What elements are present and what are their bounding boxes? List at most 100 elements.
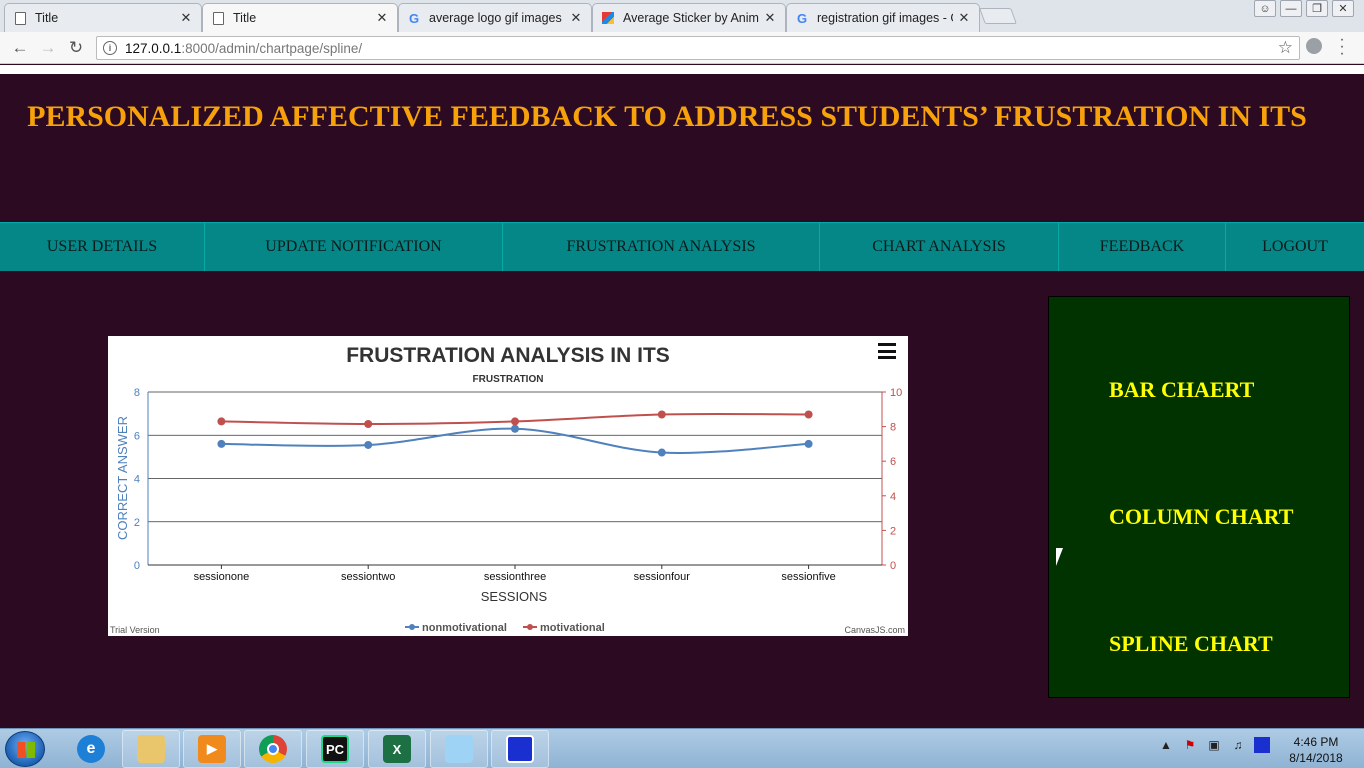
data-point-motivational [217, 417, 226, 426]
windows-logo-icon [17, 742, 35, 758]
browser-tab-1[interactable]: Title ✕ [4, 3, 202, 32]
y-right-tick-label: 4 [890, 491, 896, 503]
browser-tab-4[interactable]: Average Sticker by Anima ✕ [592, 3, 786, 32]
show-hidden-icons-icon[interactable]: ▲ [1160, 738, 1172, 752]
start-button[interactable] [5, 731, 45, 767]
legend-item-motivational[interactable]: motivational [540, 622, 605, 634]
data-point-nonmotivational [511, 424, 519, 433]
main-nav: USER DETAILS UPDATE NOTIFICATION FRUSTRA… [0, 222, 1364, 271]
data-point-motivational [657, 410, 666, 419]
clock[interactable]: 4:46 PM 8/14/2018 [1280, 734, 1352, 766]
nav-logout[interactable]: LOGOUT [1262, 238, 1328, 255]
chart-series [217, 410, 813, 457]
app-window-icon[interactable] [491, 730, 549, 768]
y-left-tick-label: 0 [134, 560, 140, 572]
data-point-nonmotivational [217, 439, 226, 448]
x-tick-label: sessionfour [634, 571, 691, 583]
close-icon[interactable]: ✕ [764, 10, 776, 25]
back-arrow-icon[interactable]: ← [11, 38, 29, 57]
clock-time: 4:46 PM [1293, 735, 1339, 749]
y-left-tick-label: 2 [134, 517, 140, 529]
app-tray-icon[interactable] [1254, 737, 1270, 753]
spline-chart-link[interactable]: SPLINE CHART [1109, 631, 1273, 656]
bar-chart-link[interactable]: BAR CHAERT [1109, 377, 1255, 402]
forward-arrow-icon[interactable]: → [39, 38, 57, 57]
nav-feedback[interactable]: FEEDBACK [1059, 223, 1226, 271]
y-right-tick-label: 2 [890, 525, 896, 537]
sticker-icon [601, 11, 615, 25]
system-tray: ▲ ⚑ ▣ ♫ [1158, 737, 1270, 753]
restore-icon[interactable]: ❐ [1306, 0, 1328, 17]
new-tab-button[interactable] [979, 8, 1017, 24]
chart-canvas: 0 2 4 6 8 0 2 4 6 8 10 sessionone sessiontwo sessiont… [110, 344, 905, 635]
notepad-icon[interactable] [430, 730, 488, 768]
browser-toolbar: ← → ↻ i 127.0.0.1:8000/admin/chartpage/s… [0, 32, 1364, 64]
browser-menu-icon[interactable]: · · · [1339, 31, 1345, 62]
media-player-icon[interactable]: ▶ [183, 730, 241, 768]
y-left-tick-label: 6 [134, 430, 140, 442]
close-window-icon[interactable]: ✕ [1332, 0, 1354, 17]
chart-type-panel: BAR CHAERT COLUMN CHART SPLINE CHART [1048, 296, 1350, 698]
profile-icon[interactable]: ☺ [1254, 0, 1276, 17]
y-right-tick-label: 8 [890, 422, 896, 434]
y-axis-title: CORRECT ANSWER [115, 416, 130, 540]
data-point-nonmotivational [364, 440, 373, 449]
y-right-tick-label: 10 [890, 387, 902, 399]
page-icon [211, 11, 225, 25]
google-icon: G [408, 10, 420, 26]
nav-frustration-analysis[interactable]: FRUSTRATION ANALYSIS [503, 223, 820, 271]
nav-user-details[interactable]: USER DETAILS [0, 223, 205, 271]
network-icon[interactable]: ▣ [1208, 738, 1220, 752]
data-point-motivational [364, 420, 373, 429]
x-tick-label: sessiontwo [341, 571, 395, 583]
chrome-icon[interactable] [244, 730, 302, 768]
internet-explorer-icon[interactable]: e [62, 730, 120, 768]
tab-title: registration gif images - G [817, 11, 953, 25]
chart-axes: 0 2 4 6 8 0 2 4 6 8 10 sessionone sessiontwo sessiont… [134, 387, 902, 583]
tab-title: Title [35, 11, 59, 25]
nav-chart-analysis[interactable]: CHART ANALYSIS [820, 223, 1059, 271]
nav-update-notification[interactable]: UPDATE NOTIFICATION [205, 223, 503, 271]
close-icon[interactable]: ✕ [958, 10, 970, 25]
close-icon[interactable]: ✕ [376, 10, 388, 25]
url-host: 127.0.0.1 [125, 40, 182, 56]
legend-dot-motivational [527, 624, 533, 630]
excel-icon[interactable]: X [368, 730, 426, 768]
trial-version-label: Trial Version [110, 625, 160, 635]
tab-title: Title [233, 11, 257, 25]
site-title: PERSONALIZED AFFECTIVE FEEDBACK TO ADDRE… [27, 100, 1307, 133]
info-icon[interactable]: i [103, 41, 117, 55]
tab-title: Average Sticker by Anima [623, 11, 759, 25]
minimize-icon[interactable]: — [1280, 0, 1302, 17]
browser-tab-5[interactable]: G registration gif images - G ✕ [786, 3, 980, 32]
browser-tab-3[interactable]: G average logo gif images ✕ [398, 3, 592, 32]
close-icon[interactable]: ✕ [180, 10, 192, 25]
window-controls: ☺ — ❐ ✕ [1254, 0, 1354, 17]
x-axis-title: SESSIONS [481, 589, 548, 604]
data-point-motivational [804, 410, 813, 419]
canvasjs-credit[interactable]: CanvasJS.com [844, 625, 905, 635]
address-bar[interactable]: i 127.0.0.1:8000/admin/chartpage/spline/… [96, 36, 1300, 60]
x-tick-label: sessionfive [781, 571, 835, 583]
browser-tab-2[interactable]: Title ✕ [202, 3, 398, 32]
page-icon [13, 11, 27, 25]
y-right-tick-label: 0 [890, 560, 896, 572]
url-path: :8000/admin/chartpage/spline/ [181, 40, 363, 56]
page-top-strip [0, 65, 1364, 74]
volume-icon[interactable]: ♫ [1233, 738, 1243, 752]
windows-taskbar: e ▶ PC X ▲ ⚑ ▣ ♫ 4:46 PM 8/14/2018 [0, 728, 1364, 768]
pycharm-icon[interactable]: PC [306, 730, 364, 768]
chart-menu-icon[interactable] [878, 343, 896, 359]
extension-icon[interactable] [1306, 38, 1322, 54]
column-chart-link[interactable]: COLUMN CHART [1109, 504, 1294, 529]
tab-title: average logo gif images [429, 11, 562, 25]
action-center-icon[interactable]: ⚑ [1184, 738, 1196, 752]
bookmark-star-icon[interactable]: ☆ [1277, 38, 1293, 57]
y-right-tick-label: 6 [890, 456, 896, 468]
reload-icon[interactable]: ↻ [68, 38, 84, 57]
legend-item-nonmotivational[interactable]: nonmotivational [422, 622, 507, 634]
mouse-cursor [1056, 548, 1068, 566]
file-explorer-icon[interactable] [122, 730, 180, 768]
close-icon[interactable]: ✕ [570, 10, 582, 25]
y-left-tick-label: 4 [134, 474, 140, 486]
